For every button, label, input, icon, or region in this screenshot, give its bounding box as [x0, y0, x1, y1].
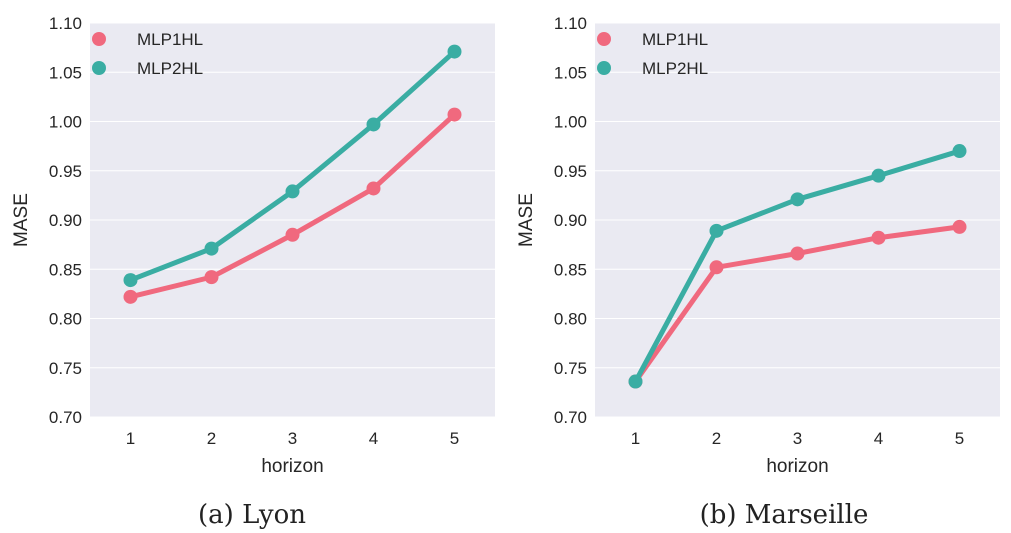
lyon-point-mlp2hl [285, 184, 300, 199]
lyon-point-mlp2hl [447, 44, 462, 59]
lyon-ytick-label: 0.90 [49, 211, 82, 230]
caption-marseille: (b) Marseille [699, 500, 869, 530]
lyon-point-mlp1hl [123, 289, 138, 304]
marseille-xtick-label: 5 [955, 429, 964, 448]
lyon-point-mlp1hl [366, 181, 381, 196]
lyon-ytick-label: 1.00 [49, 113, 82, 132]
marseille-legend-label: MLP1HL [642, 30, 708, 49]
lyon-ytick-label: 0.95 [49, 162, 82, 181]
lyon-legend-marker [92, 32, 106, 46]
lyon-y-axis-label: MASE [11, 193, 32, 247]
marseille-ytick-label: 0.75 [554, 359, 587, 378]
marseille-legend-marker [597, 61, 611, 75]
marseille-xtick-label: 2 [712, 429, 721, 448]
caption-lyon: (a) Lyon [198, 500, 306, 530]
lyon-legend-label: MLP1HL [137, 30, 203, 49]
lyon-point-mlp1hl [204, 270, 219, 285]
lyon-xtick-label: 4 [369, 429, 378, 448]
lyon-ytick-label: 0.80 [49, 310, 82, 329]
marseille-ytick-label: 0.70 [554, 408, 587, 427]
lyon-point-mlp1hl [285, 227, 300, 242]
marseille-point-mlp2hl [709, 223, 724, 238]
marseille-point-mlp1hl [709, 260, 724, 275]
lyon-ytick-label: 1.05 [49, 63, 82, 82]
marseille-xtick-label: 1 [631, 429, 640, 448]
marseille-ytick-label: 0.95 [554, 162, 587, 181]
marseille-xtick-label: 4 [874, 429, 883, 448]
marseille-legend-label: MLP2HL [642, 59, 708, 78]
marseille-xtick-label: 3 [793, 429, 802, 448]
marseille-ytick-label: 0.85 [554, 260, 587, 279]
marseille-point-mlp2hl [871, 168, 886, 183]
marseille-point-mlp1hl [952, 219, 967, 234]
marseille-point-mlp1hl [871, 230, 886, 245]
marseille-point-mlp2hl [952, 144, 967, 159]
lyon-legend-marker [92, 61, 106, 75]
marseille-point-mlp2hl [628, 374, 643, 389]
lyon-point-mlp2hl [366, 117, 381, 132]
marseille-ytick-label: 0.90 [554, 211, 587, 230]
lyon-xtick-label: 5 [450, 429, 459, 448]
lyon-xtick-label: 2 [207, 429, 216, 448]
chart-lyon: 0.70 0.75 0.80 0.85 0.90 0.95 1.00 1.05 1.10 1 2 3 4… [11, 14, 495, 477]
marseille-ytick-label: 1.10 [554, 14, 587, 33]
marseille-point-mlp1hl [790, 246, 805, 261]
lyon-ytick-label: 0.85 [49, 260, 82, 279]
marseille-x-axis-label: horizon [766, 456, 828, 477]
marseille-ytick-label: 1.00 [554, 113, 587, 132]
lyon-point-mlp2hl [123, 273, 138, 288]
chart-marseille: 0.70 0.75 0.80 0.85 0.90 0.95 1.00 1.05 1.10 1 2 3 4… [516, 14, 1000, 477]
lyon-ytick-label: 0.75 [49, 359, 82, 378]
lyon-ytick-label: 0.70 [49, 408, 82, 427]
marseille-point-mlp2hl [790, 192, 805, 207]
marseille-y-axis-label: MASE [516, 193, 537, 247]
lyon-xtick-label: 1 [126, 429, 135, 448]
lyon-ytick-label: 1.10 [49, 14, 82, 33]
lyon-point-mlp1hl [447, 107, 462, 122]
marseille-ytick-label: 0.80 [554, 310, 587, 329]
marseille-ytick-label: 1.05 [554, 63, 587, 82]
lyon-legend-label: MLP2HL [137, 59, 203, 78]
lyon-point-mlp2hl [204, 241, 219, 256]
lyon-xtick-label: 3 [288, 429, 297, 448]
lyon-x-axis-label: horizon [261, 456, 323, 477]
marseille-legend-marker [597, 32, 611, 46]
